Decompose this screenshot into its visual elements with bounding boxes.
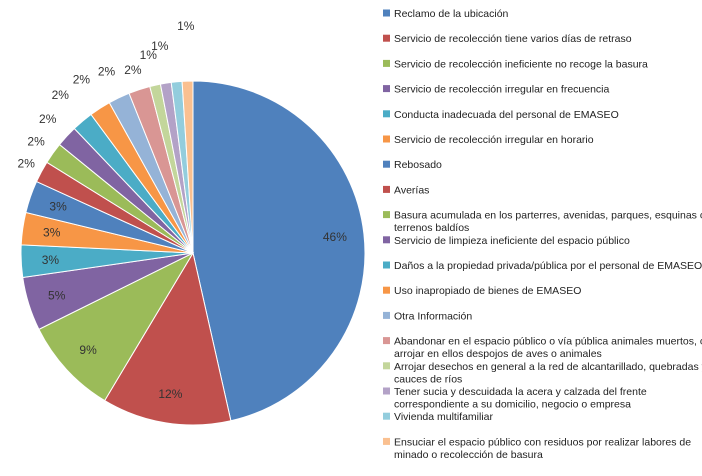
legend: Reclamo de la ubicación Servicio de recol… xyxy=(383,8,702,461)
pie-slice xyxy=(38,251,195,402)
data-label: 2% xyxy=(98,64,116,78)
data-label: 1% xyxy=(177,19,195,33)
legend-label: Reclamo de la ubicación xyxy=(394,8,509,20)
data-label: 2% xyxy=(52,88,70,102)
legend-label: Servicio de recolección irregular en hor… xyxy=(394,134,594,146)
data-label: 3% xyxy=(42,253,60,267)
legend-swatch xyxy=(383,110,390,118)
legend-swatch xyxy=(383,261,390,269)
legend-item: Abandonar en el espacio público o vía pú… xyxy=(383,336,702,361)
legend-label: Servicio de recolección ineficiente no r… xyxy=(394,58,648,70)
legend-item: Averías xyxy=(383,184,429,196)
data-label: 12% xyxy=(158,387,182,401)
data-label: 3% xyxy=(49,199,67,213)
legend-label: Tener sucia y descuidada la acera y calz… xyxy=(394,386,647,411)
legend-label: Arrojar desechos en general a la red de … xyxy=(394,361,702,386)
legend-item: Uso inapropiado de bienes de EMASEO xyxy=(383,285,581,297)
legend-item: Vivienda multifamiliar xyxy=(383,411,494,423)
legend-item: Arrojar desechos en general a la red de … xyxy=(383,361,702,386)
legend-swatch xyxy=(383,160,390,168)
legend-label: Daños a la propiedad privada/pública por… xyxy=(394,260,702,272)
legend-label: Averías xyxy=(394,184,429,196)
legend-swatch xyxy=(383,286,390,294)
legend-item: Servicio de limpieza ineficiente del esp… xyxy=(383,235,630,247)
data-label: 46% xyxy=(323,230,347,244)
legend-swatch xyxy=(383,85,390,93)
legend-label: Otra Información xyxy=(394,310,472,322)
pie-slices xyxy=(20,80,366,426)
legend-item: Ensuciar el espacio público con residuos… xyxy=(383,436,691,461)
legend-swatch xyxy=(383,362,390,370)
legend-swatch xyxy=(383,34,390,42)
pie-slice xyxy=(192,80,366,422)
legend-item: Servicio de recolección irregular en fre… xyxy=(383,84,610,96)
legend-swatch xyxy=(383,9,390,17)
legend-label: Basura acumulada en los parterres, aveni… xyxy=(394,210,702,235)
legend-swatch xyxy=(383,387,390,395)
pie-slice xyxy=(103,251,232,426)
data-label: 2% xyxy=(18,157,36,171)
legend-label: Servicio de recolección irregular en fre… xyxy=(394,84,610,96)
data-label: 2% xyxy=(124,63,142,77)
legend-swatch xyxy=(383,185,390,193)
legend-item: Daños a la propiedad privada/pública por… xyxy=(383,260,702,272)
legend-item: Rebosado xyxy=(383,159,442,171)
legend-label: Vivienda multifamiliar xyxy=(394,411,494,423)
legend-item: Servicio de recolección tiene varios día… xyxy=(383,33,632,45)
legend-swatch xyxy=(383,59,390,67)
legend-swatch xyxy=(383,236,390,244)
legend-swatch xyxy=(383,311,390,319)
data-label: 2% xyxy=(39,112,57,126)
legend-item: Conducta inadecuada del personal de EMAS… xyxy=(383,109,619,121)
legend-swatch xyxy=(383,337,390,345)
pie-labels: 46%12%9%5%3%3%3%2%2%2%2%2%2% 2%1%1%1% xyxy=(18,19,348,401)
legend-label: Rebosado xyxy=(394,159,442,171)
data-label: 2% xyxy=(73,72,91,86)
legend-item: Servicio de recolección irregular en hor… xyxy=(383,134,594,146)
legend-swatch xyxy=(383,211,390,219)
legend-item: Servicio de recolección ineficiente no r… xyxy=(383,58,648,70)
legend-item: Tener sucia y descuidada la acera y calz… xyxy=(383,386,647,411)
data-label: 1% xyxy=(151,39,169,53)
data-label: 3% xyxy=(43,226,61,240)
legend-label: Uso inapropiado de bienes de EMASEO xyxy=(394,285,581,297)
legend-swatch xyxy=(383,412,390,420)
legend-item: Basura acumulada en los parterres, aveni… xyxy=(383,210,702,235)
legend-label: Abandonar en el espacio público o vía pú… xyxy=(394,336,702,361)
legend-label: Servicio de recolección tiene varios día… xyxy=(394,33,632,45)
legend-item: Reclamo de la ubicación xyxy=(383,8,509,20)
data-label: 5% xyxy=(48,288,66,302)
legend-item: Otra Información xyxy=(383,310,472,322)
data-label: 9% xyxy=(79,343,97,357)
legend-swatch xyxy=(383,437,390,445)
data-label: 2% xyxy=(27,134,45,148)
legend-label: Conducta inadecuada del personal de EMAS… xyxy=(394,109,619,121)
data-label: 1% xyxy=(140,48,158,62)
legend-label: Servicio de limpieza ineficiente del esp… xyxy=(394,235,630,247)
legend-label: Ensuciar el espacio público con residuos… xyxy=(394,436,691,461)
pie-slice xyxy=(181,80,194,254)
legend-swatch xyxy=(383,135,390,143)
